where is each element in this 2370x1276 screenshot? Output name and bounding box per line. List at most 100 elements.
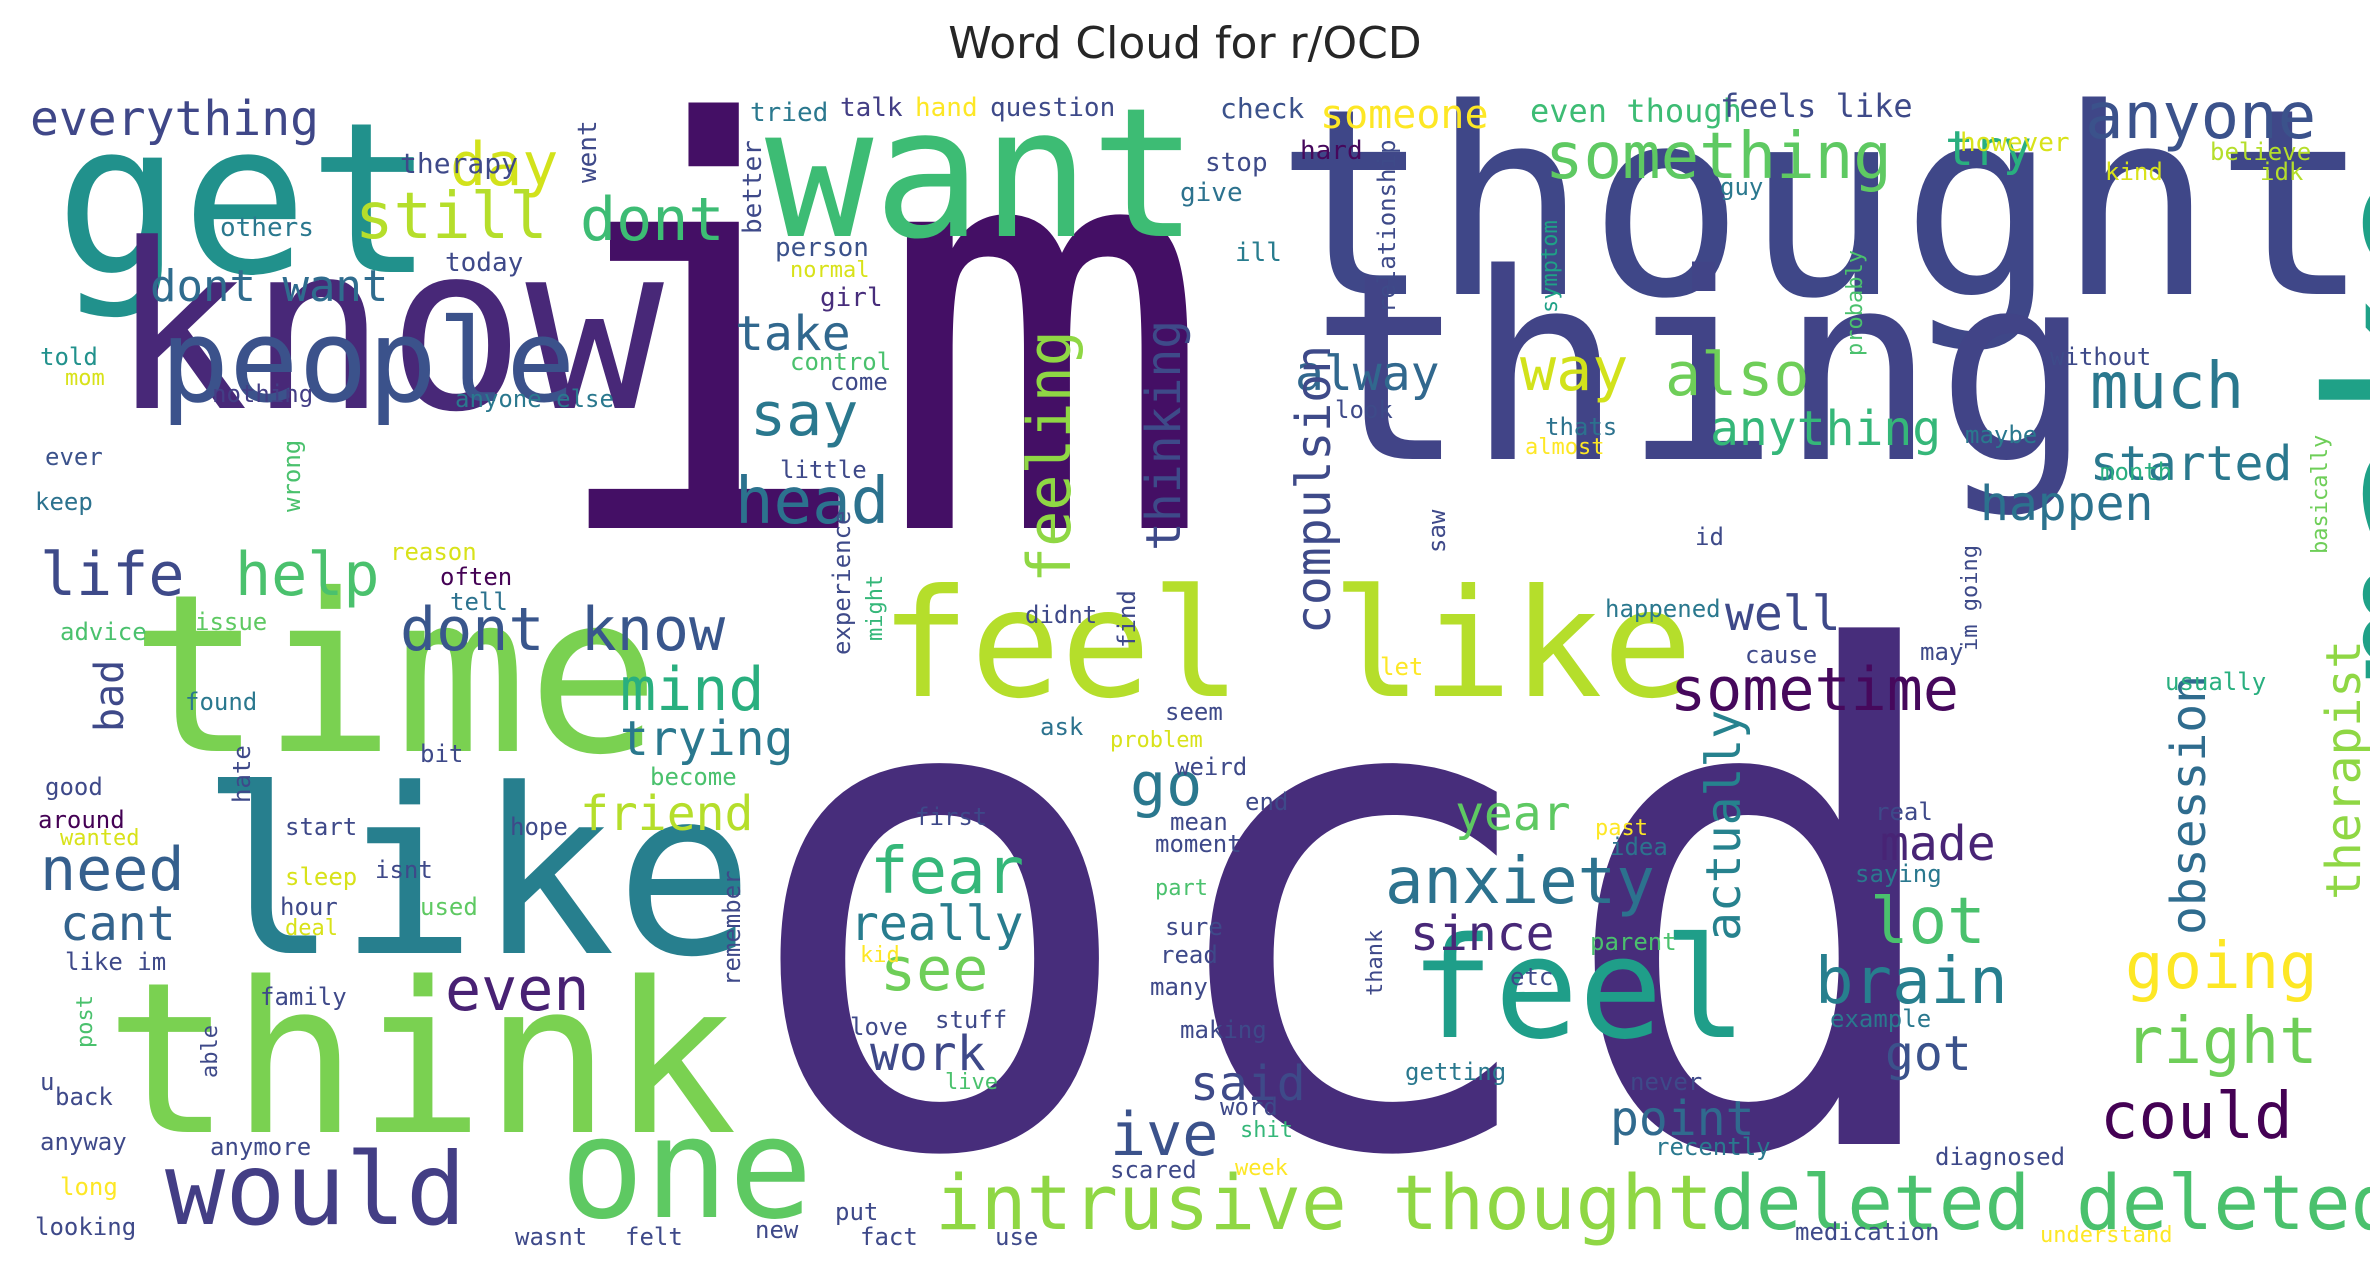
word-kind: kind <box>2105 158 2163 186</box>
word-one: one <box>560 1088 813 1251</box>
word-friend: friend <box>580 786 754 842</box>
word-word: word <box>1220 1093 1278 1121</box>
word-around: around <box>38 806 125 834</box>
word-relationship: relationship <box>1373 139 1401 313</box>
word-feel: feel <box>1410 908 1748 1071</box>
word-recently: recently <box>1655 1133 1771 1161</box>
word-reason: reason <box>390 538 477 566</box>
word-feels-like: feels like <box>1720 87 1913 125</box>
word-someone: someone <box>1320 92 1489 138</box>
word-usually: usually <box>2165 668 2267 696</box>
word-still: still <box>355 180 548 254</box>
word-felt: felt <box>625 1223 683 1251</box>
word-without: without <box>2050 343 2152 371</box>
word-happened: happened <box>1605 595 1721 623</box>
word-trying: trying <box>620 711 794 767</box>
word-help: help <box>235 540 380 610</box>
word-seem: seem <box>1165 698 1223 726</box>
word-basically: basically <box>2308 434 2333 554</box>
word-started: started <box>2090 436 2293 492</box>
word-put: put <box>835 1198 879 1226</box>
word-anyway: anyway <box>40 1128 127 1156</box>
word-stop: stop <box>1205 148 1268 178</box>
chart-title: Word Cloud for r/OCD <box>948 18 1422 69</box>
word-ask: ask <box>1040 713 1084 741</box>
word-probably: probably <box>1843 250 1868 356</box>
word-good: good <box>45 773 103 801</box>
word-moment: moment <box>1155 830 1242 858</box>
word-idk: idk <box>2260 158 2304 186</box>
word-family: family <box>260 983 347 1011</box>
word-looking: looking <box>35 1213 137 1241</box>
word-girl: girl <box>820 283 883 313</box>
word-fear: fear <box>870 835 1025 909</box>
word-guy: guy <box>1720 173 1764 201</box>
word-dont-want: dont want <box>150 261 389 312</box>
word-anything: anything <box>1710 401 1942 457</box>
word-start: start <box>285 813 358 841</box>
word-question: question <box>990 93 1116 123</box>
word-take: take <box>735 306 851 362</box>
word-well: well <box>1725 586 1841 642</box>
word-might: might <box>863 574 888 641</box>
word-deal: deal <box>285 916 338 941</box>
word-sure: sure <box>1165 913 1223 941</box>
word-see: see <box>880 935 989 1005</box>
word-dont: dont <box>580 185 725 255</box>
word-parent: parent <box>1590 928 1677 956</box>
word-would: would <box>165 1131 467 1248</box>
word-happen: happen <box>1980 476 2154 532</box>
word-able: able <box>198 1025 223 1078</box>
word-end: end <box>1245 788 1289 816</box>
word-sometime: sometime <box>1670 655 1959 725</box>
word-post: post <box>73 995 98 1048</box>
word-anyone-else: anyone else <box>455 385 614 413</box>
word-scared: scared <box>1110 1156 1197 1184</box>
word-new: new <box>755 1216 799 1244</box>
word-alway: alway <box>1295 346 1440 402</box>
word-give: give <box>1180 178 1243 208</box>
word-bit: bit <box>420 740 464 768</box>
word-keep: keep <box>35 488 93 516</box>
word-often: often <box>440 563 513 591</box>
word-never: never <box>1630 1068 1703 1096</box>
word-ever: ever <box>45 443 103 471</box>
word-told: told <box>40 343 98 371</box>
word-understand: understand <box>2040 1223 2173 1248</box>
word-kid: kid <box>860 943 900 968</box>
word-become: become <box>650 763 737 791</box>
word-shit: shit <box>1240 1118 1293 1143</box>
word-said: said <box>1190 1056 1306 1112</box>
word-also: also <box>1665 340 1810 410</box>
word-could: could <box>2100 1080 2293 1154</box>
word-make: make <box>2282 160 2370 690</box>
word-im: im <box>540 9 1215 661</box>
word-experience: experience <box>828 510 856 656</box>
word-etc: etc <box>1510 963 1554 991</box>
word-today: today <box>445 248 524 278</box>
word-brain: brain <box>1815 945 2008 1019</box>
word-sleep: sleep <box>285 863 358 891</box>
word-think: think <box>105 937 738 1182</box>
word-really: really <box>850 896 1024 952</box>
word-ill: ill <box>1235 238 1282 268</box>
word-come: come <box>830 368 888 396</box>
word-need: need <box>40 835 185 905</box>
word-month: month <box>2100 458 2173 486</box>
word-others: others <box>220 213 314 243</box>
word-find: find <box>1113 590 1141 648</box>
word-idea: idea <box>1610 833 1668 861</box>
word-cant: cant <box>60 896 176 952</box>
word-live: live <box>945 1070 998 1095</box>
word-check: check <box>1220 92 1305 125</box>
word-actually: actually <box>1696 709 1752 941</box>
word-got: got <box>1885 1026 1972 1082</box>
word-feel-like: feel like <box>880 558 1693 732</box>
word-tell: tell <box>450 588 508 616</box>
word-hour: hour <box>280 893 338 921</box>
word-symptom: symptom <box>1538 220 1563 313</box>
word-control: control <box>790 348 892 376</box>
word-anxiety: anxiety <box>1385 845 1655 919</box>
word-even: even <box>445 955 590 1025</box>
